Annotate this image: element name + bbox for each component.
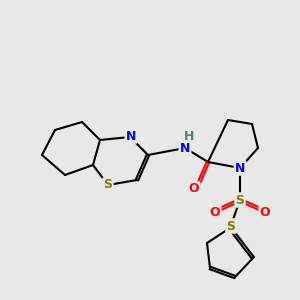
Text: N: N — [126, 130, 136, 142]
Text: O: O — [210, 206, 220, 220]
Text: S: S — [226, 220, 236, 232]
Text: N: N — [235, 161, 245, 175]
Text: O: O — [260, 206, 270, 220]
Text: S: S — [103, 178, 112, 191]
Text: S: S — [236, 194, 244, 206]
Text: O: O — [189, 182, 199, 196]
Text: H: H — [184, 130, 194, 142]
Text: N: N — [180, 142, 190, 154]
